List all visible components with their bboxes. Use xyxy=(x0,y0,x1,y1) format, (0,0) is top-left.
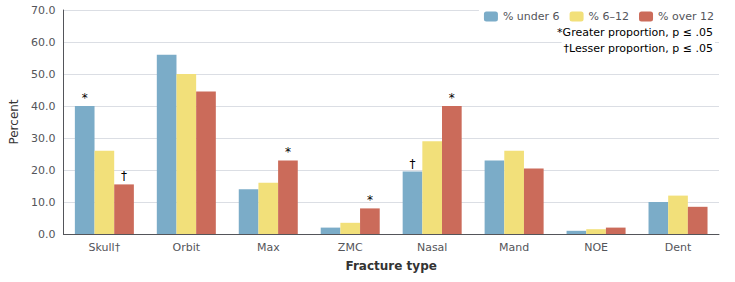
svg-text:Percent: Percent xyxy=(7,99,21,144)
svg-text:*: * xyxy=(449,91,455,105)
svg-text:Orbit: Orbit xyxy=(173,241,201,254)
svg-text:*: * xyxy=(82,91,88,105)
svg-text:Dent: Dent xyxy=(665,241,692,254)
svg-text:% 6–12: % 6–12 xyxy=(589,10,629,23)
svg-text:Nasal: Nasal xyxy=(417,241,448,254)
svg-text:ZMC: ZMC xyxy=(338,241,363,254)
svg-text:†Lesser proportion, p ≤ .05: †Lesser proportion, p ≤ .05 xyxy=(564,42,713,55)
svg-text:50.0: 50.0 xyxy=(31,68,56,81)
svg-text:40.0: 40.0 xyxy=(31,100,56,113)
svg-text:Max: Max xyxy=(257,241,280,254)
svg-text:*: * xyxy=(367,193,373,207)
svg-text:10.0: 10.0 xyxy=(31,196,56,209)
svg-text:*Greater proportion, p ≤ .05: *Greater proportion, p ≤ .05 xyxy=(557,26,713,39)
svg-text:70.0: 70.0 xyxy=(31,4,56,17)
svg-text:Skull†: Skull† xyxy=(89,241,121,254)
svg-text:Mand: Mand xyxy=(499,241,529,254)
svg-text:0.0: 0.0 xyxy=(38,228,56,241)
svg-text:Fracture type: Fracture type xyxy=(346,259,437,273)
svg-text:% under 6: % under 6 xyxy=(503,10,560,23)
svg-text:*: * xyxy=(285,145,291,159)
svg-text:20.0: 20.0 xyxy=(31,164,56,177)
svg-text:% over 12: % over 12 xyxy=(658,10,714,23)
svg-text:†: † xyxy=(410,157,416,171)
svg-text:†: † xyxy=(121,169,127,183)
svg-text:NOE: NOE xyxy=(584,241,608,254)
svg-text:60.0: 60.0 xyxy=(31,36,56,49)
svg-text:30.0: 30.0 xyxy=(31,132,56,145)
